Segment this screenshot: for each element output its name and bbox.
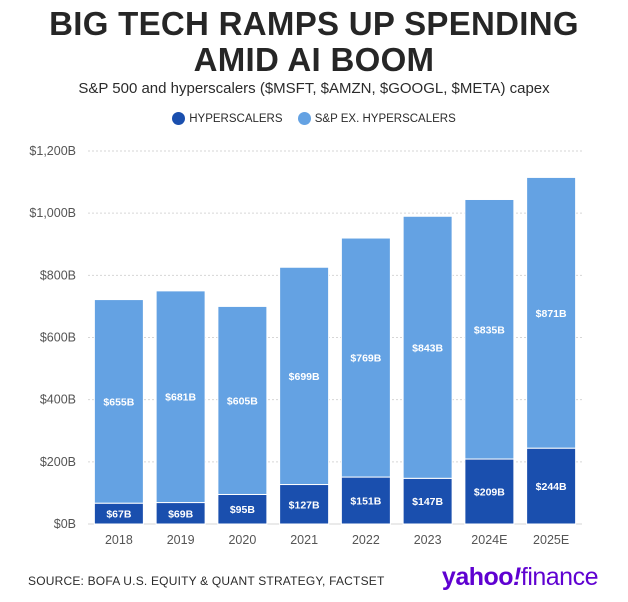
bar-hyperscalers — [217, 493, 268, 525]
title-line-1: BIG TECH RAMPS UP SPENDING — [49, 5, 579, 42]
x-tick-label: 2021 — [290, 533, 318, 547]
y-tick-label: $0B — [54, 517, 76, 531]
legend: HYPERSCALERS S&P EX. HYPERSCALERS — [0, 112, 628, 128]
source-note: SOURCE: BOFA U.S. EQUITY & QUANT STRATEG… — [28, 574, 385, 588]
chart-title: BIG TECH RAMPS UP SPENDING AMID AI BOOM — [0, 6, 628, 78]
data-label: $69B — [168, 508, 194, 520]
y-tick-label: $200B — [40, 455, 76, 469]
data-label: $843B — [412, 342, 443, 354]
bar-chart: $0B $200B $400B $600B $800B $1,000B $1,200B $67… — [29, 144, 582, 547]
x-tick-label: 2020 — [228, 533, 256, 547]
yahoo-finance-logo: yahoo!finance — [441, 563, 599, 592]
logo-bang-text: ! — [513, 563, 521, 591]
data-label: $835B — [474, 324, 505, 336]
legend-label-sp-ex-hyperscalers: S&P EX. HYPERSCALERS — [314, 112, 456, 125]
legend-swatch-hyperscalers — [172, 112, 186, 125]
x-tick-label: 2025E — [533, 533, 569, 547]
data-label: $209B — [474, 487, 505, 499]
bar-sp-ex-hyperscalers — [155, 290, 206, 504]
bar-hyperscalers — [526, 447, 577, 525]
logo-yahoo-text: yahoo — [441, 563, 514, 591]
bar-hyperscalers — [402, 477, 453, 525]
title-line-2: AMID AI BOOM — [193, 41, 435, 78]
x-tick-label: 2024E — [471, 533, 507, 547]
y-tick-label: $1,200B — [29, 144, 76, 158]
data-label: $769B — [350, 353, 381, 365]
bar-hyperscalers — [464, 458, 515, 525]
data-label: $655B — [103, 396, 134, 408]
x-tick-label: 2023 — [414, 533, 442, 547]
data-label: $147B — [412, 496, 443, 508]
data-label: $95B — [230, 504, 256, 516]
data-label: $681B — [165, 392, 196, 404]
data-label: $699B — [289, 371, 320, 383]
bar-sp-ex-hyperscalers — [93, 299, 144, 504]
logo-finance-text: finance — [520, 563, 599, 591]
x-tick-label: 2019 — [167, 533, 195, 547]
bar-sp-ex-hyperscalers — [402, 215, 453, 479]
y-tick-label: $400B — [40, 393, 76, 407]
bar-sp-ex-hyperscalers — [279, 266, 330, 486]
legend-label-hyperscalers: HYPERSCALERS — [189, 112, 283, 125]
y-tick-label: $600B — [40, 331, 76, 345]
data-label: $67B — [106, 509, 132, 521]
bar-sp-ex-hyperscalers — [464, 198, 515, 460]
x-tick-label: 2022 — [352, 533, 380, 547]
y-tick-label: $1,000B — [29, 206, 76, 220]
chart-subtitle: S&P 500 and hyperscalers ($MSFT, $AMZN, … — [78, 80, 550, 97]
bar-hyperscalers — [340, 476, 391, 525]
legend-item-sp-ex-hyperscalers: S&P EX. HYPERSCALERS — [297, 112, 456, 125]
legend-swatch-sp-ex-hyperscalers — [297, 112, 311, 125]
legend-item-hyperscalers: HYPERSCALERS — [172, 112, 283, 125]
bar-sp-ex-hyperscalers — [340, 237, 391, 478]
y-tick-label: $800B — [40, 268, 76, 282]
data-label: $871B — [536, 308, 567, 320]
data-label: $151B — [350, 496, 381, 508]
data-label: $244B — [536, 481, 567, 493]
bar-hyperscalers — [279, 484, 330, 525]
bar-sp-ex-hyperscalers — [526, 176, 577, 449]
x-tick-label: 2018 — [105, 533, 133, 547]
data-label: $605B — [227, 395, 258, 407]
bar-sp-ex-hyperscalers — [217, 305, 268, 495]
data-label: $127B — [289, 499, 320, 511]
